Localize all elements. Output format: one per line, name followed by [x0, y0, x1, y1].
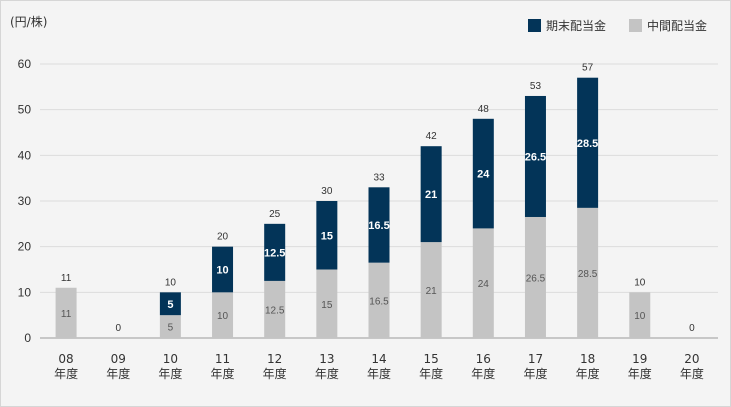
bar-segment — [524, 216, 546, 338]
total-value-label: 10 — [634, 277, 646, 288]
segment-value-label: 5 — [168, 323, 174, 334]
x-tick-label: 10 — [163, 352, 178, 366]
bar-segment — [264, 280, 286, 338]
segment-value-label: 10 — [217, 311, 229, 322]
legend-label: 期末配当金 — [546, 18, 606, 33]
bar-segment — [55, 287, 77, 338]
x-tick-label: 19 — [632, 352, 647, 366]
y-tick-label: 40 — [18, 148, 32, 162]
segment-value-label: 5 — [167, 299, 173, 311]
segment-value-label: 24 — [477, 169, 490, 181]
legend-label: 中間配当金 — [647, 18, 707, 33]
bar-segment — [212, 292, 234, 338]
bar-segment — [629, 292, 651, 338]
x-tick-label: 12 — [267, 352, 282, 366]
total-value-label: 25 — [269, 209, 281, 220]
x-tick-label: 08 — [58, 352, 73, 366]
y-tick-label: 50 — [18, 103, 32, 117]
segment-value-label: 21 — [425, 189, 437, 201]
total-value-label: 0 — [115, 323, 121, 334]
bar-segment — [368, 187, 390, 263]
bar-segment — [212, 246, 234, 293]
total-value-label: 0 — [689, 323, 695, 334]
x-tick-suffix: 年度 — [523, 366, 547, 381]
segment-value-label: 24 — [478, 279, 490, 290]
x-tick-suffix: 年度 — [263, 366, 287, 381]
y-axis-ticks: 0 10 20 30 40 50 60 — [18, 57, 32, 345]
x-tick-label: 20 — [684, 352, 699, 366]
bar-segment — [472, 228, 494, 338]
segment-value-label: 26.5 — [526, 273, 546, 284]
total-value-label: 20 — [217, 232, 229, 243]
x-tick-label: 13 — [319, 352, 334, 366]
x-tick-suffix: 年度 — [680, 366, 704, 381]
x-tick-suffix: 年度 — [367, 366, 391, 381]
bar-segment — [420, 146, 442, 243]
y-unit-label: (円/株) — [10, 14, 47, 29]
segment-value-label: 12.5 — [265, 305, 285, 316]
segment-value-label: 26.5 — [525, 151, 546, 163]
x-tick-label: 14 — [371, 352, 386, 366]
segment-value-label: 11 — [61, 309, 72, 320]
bar-segment — [577, 77, 599, 208]
segment-value-label: 28.5 — [577, 138, 598, 150]
segment-value-label: 16.5 — [369, 296, 389, 307]
total-value-label: 42 — [426, 131, 438, 142]
x-tick-suffix: 年度 — [211, 366, 235, 381]
y-tick-label: 30 — [18, 194, 32, 208]
x-tick-label: 11 — [215, 352, 230, 366]
segment-value-label: 15 — [321, 300, 333, 311]
bar-segment — [524, 95, 546, 217]
bars: 11 11 0 5 5 10 10 10 20 12.5 12.5 25 15 15 30 16.5 16.5 3… — [55, 63, 695, 338]
x-tick-suffix: 年度 — [628, 366, 652, 381]
x-axis-labels: 08年度09年度10年度11年度12年度13年度14年度15年度16年度17年度… — [54, 352, 704, 381]
y-tick-label: 10 — [18, 285, 32, 299]
total-value-label: 11 — [61, 273, 72, 284]
legend: 期末配当金 中間配当金 — [528, 18, 707, 33]
legend-swatch — [629, 19, 642, 32]
y-tick-label: 60 — [18, 57, 32, 71]
segment-value-label: 15 — [321, 230, 333, 242]
segment-value-label: 28.5 — [578, 269, 598, 280]
segment-value-label: 21 — [426, 286, 438, 297]
bar-segment — [159, 315, 181, 338]
x-tick-suffix: 年度 — [419, 366, 443, 381]
x-tick-suffix: 年度 — [576, 366, 600, 381]
x-tick-label: 18 — [580, 352, 595, 366]
total-value-label: 30 — [321, 186, 333, 197]
x-tick-label: 17 — [528, 352, 543, 366]
x-tick-suffix: 年度 — [471, 366, 495, 381]
x-tick-label: 09 — [111, 352, 126, 366]
total-value-label: 10 — [165, 277, 177, 288]
segment-value-label: 12.5 — [264, 247, 285, 259]
bar-segment — [316, 269, 338, 338]
bar-segment — [577, 207, 599, 338]
legend-swatch — [528, 19, 541, 32]
x-tick-label: 16 — [476, 352, 491, 366]
bar-segment — [368, 262, 390, 338]
total-value-label: 57 — [582, 63, 594, 74]
segment-value-label: 16.5 — [368, 220, 389, 232]
y-tick-label: 0 — [24, 331, 31, 345]
x-tick-suffix: 年度 — [315, 366, 339, 381]
bar-segment — [264, 223, 286, 281]
total-value-label: 53 — [530, 81, 542, 92]
y-tick-label: 20 — [18, 240, 32, 254]
x-tick-label: 15 — [424, 352, 439, 366]
bar-segment — [420, 242, 442, 338]
total-value-label: 33 — [373, 172, 385, 183]
bar-segment — [316, 201, 338, 270]
bar-segment — [159, 292, 181, 316]
total-value-label: 48 — [478, 104, 490, 115]
bar-segment — [472, 118, 494, 229]
x-tick-suffix: 年度 — [106, 366, 130, 381]
x-tick-suffix: 年度 — [158, 366, 182, 381]
x-tick-suffix: 年度 — [54, 366, 78, 381]
segment-value-label: 10 — [216, 265, 228, 277]
segment-value-label: 10 — [634, 311, 646, 322]
